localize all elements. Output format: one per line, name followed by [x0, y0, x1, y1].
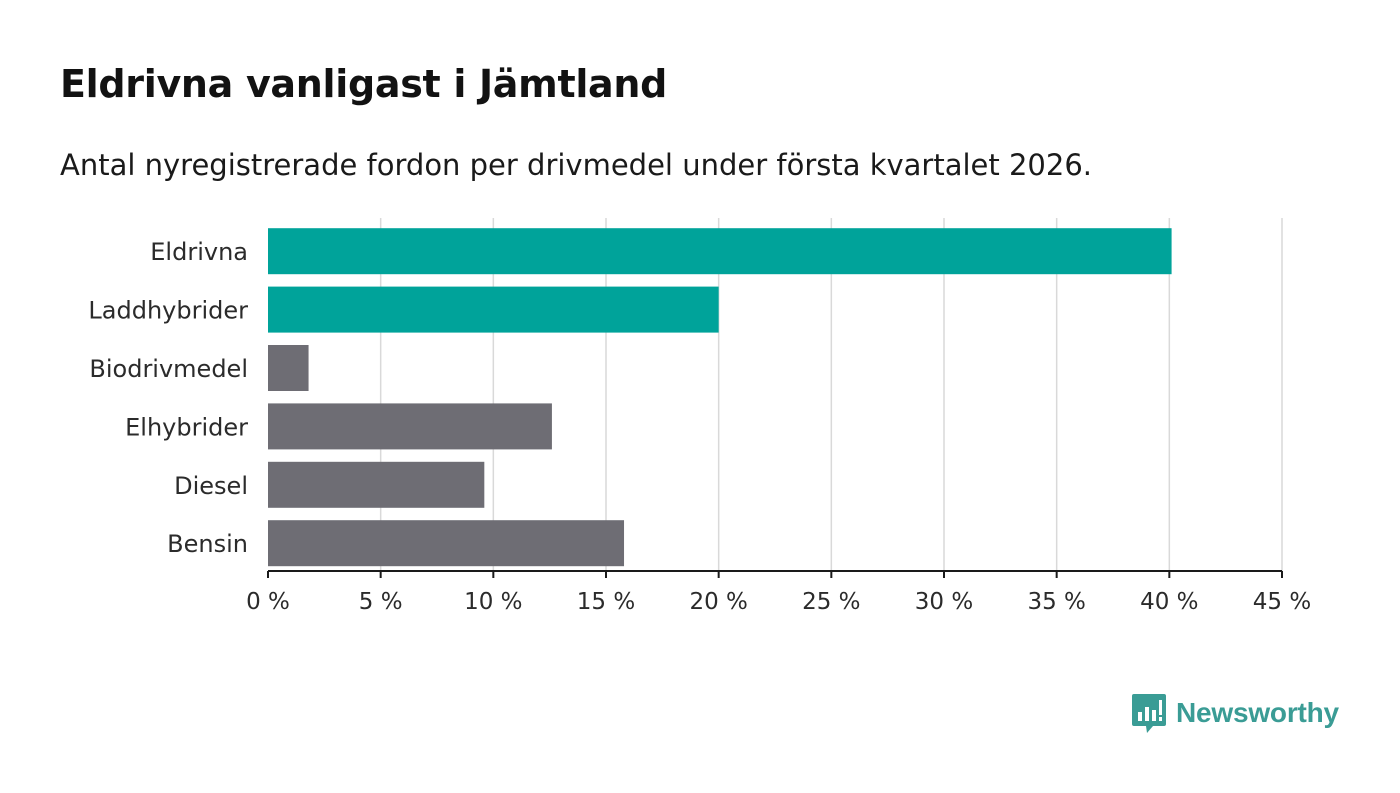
x-tick-label: 40 %: [1140, 589, 1198, 615]
gridlines: [379, 218, 1283, 571]
brand-name: Newsworthy: [1176, 697, 1339, 728]
bar-biodrivmedel: [268, 345, 309, 391]
x-tick-label: 15 %: [577, 589, 635, 615]
chart-subtitle: Antal nyregistrerade fordon per drivmede…: [60, 148, 1093, 182]
category-labels: Eldrivna Laddhybrider Biodrivmedel Elhybrid…: [88, 238, 248, 558]
bar-laddhybrider: [268, 286, 719, 333]
x-tick-label: 25 %: [802, 589, 860, 615]
category-label: Diesel: [174, 472, 248, 500]
x-tick-label: 30 %: [915, 589, 973, 615]
bars: [268, 228, 1172, 567]
newsworthy-logo: Newsworthy: [1131, 693, 1339, 733]
x-axis: 0 % 5 % 10 % 15 % 20 % 25 % 30 % 35 % 40 % 45 %: [246, 570, 1311, 615]
x-tick-label: 45 %: [1253, 589, 1311, 615]
category-label: Bensin: [167, 530, 248, 558]
bar-chart-speech-bubble-icon: [1132, 694, 1166, 733]
x-tick-label: 0 %: [246, 589, 290, 615]
bar-diesel: [268, 461, 485, 508]
x-tick-label: 35 %: [1027, 589, 1085, 615]
category-label: Elhybrider: [125, 413, 248, 441]
x-tick-label: 5 %: [359, 589, 403, 615]
category-label: Eldrivna: [150, 238, 248, 266]
bar-bensin: [268, 520, 625, 567]
bar-elhybrider: [268, 403, 552, 450]
chart-title: Eldrivna vanligast i Jämtland: [60, 62, 668, 106]
category-label: Biodrivmedel: [89, 355, 248, 383]
x-tick-label: 10 %: [464, 589, 522, 615]
category-label: Laddhybrider: [88, 297, 248, 325]
x-tick-label: 20 %: [689, 589, 747, 615]
bar-eldrivna: [268, 228, 1172, 275]
